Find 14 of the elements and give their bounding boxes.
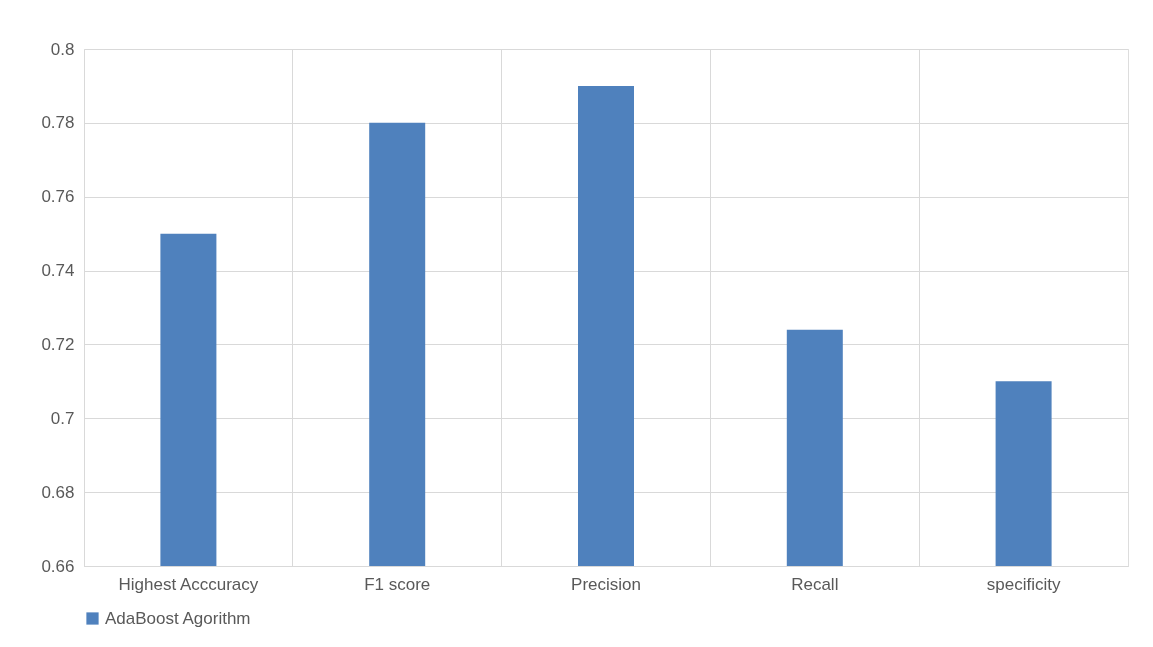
y-tick-label: 0.7 bbox=[50, 408, 75, 428]
x-tick-label: specificity bbox=[986, 574, 1061, 594]
y-tick-label: 0.66 bbox=[41, 556, 75, 576]
y-tick-label: 0.76 bbox=[41, 187, 75, 207]
y-tick-label: 0.8 bbox=[50, 39, 75, 59]
x-tick-label: Recall bbox=[791, 574, 839, 594]
x-tick-label: Precision bbox=[571, 574, 641, 594]
y-tick-label: 0.68 bbox=[41, 482, 75, 502]
x-tick-label: Highest Acccuracy bbox=[118, 574, 259, 594]
legend-label: AdaBoost Agorithm bbox=[105, 608, 251, 628]
x-tick-label: F1 score bbox=[364, 574, 431, 594]
y-tick-label: 0.72 bbox=[41, 334, 75, 354]
y-tick-label: 0.78 bbox=[41, 113, 75, 133]
y-tick-label: 0.74 bbox=[41, 261, 75, 281]
